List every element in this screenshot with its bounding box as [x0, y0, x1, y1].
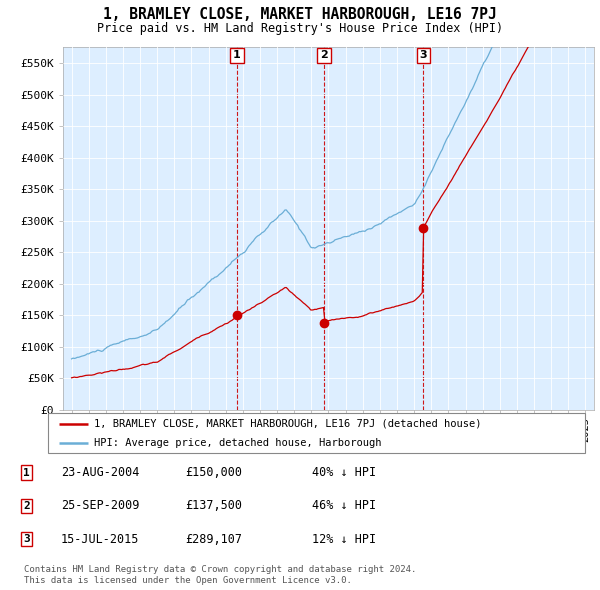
Text: Contains HM Land Registry data © Crown copyright and database right 2024.
This d: Contains HM Land Registry data © Crown c… — [24, 565, 416, 585]
Text: 1, BRAMLEY CLOSE, MARKET HARBOROUGH, LE16 7PJ: 1, BRAMLEY CLOSE, MARKET HARBOROUGH, LE1… — [103, 7, 497, 22]
Text: 12% ↓ HPI: 12% ↓ HPI — [311, 533, 376, 546]
Text: 1: 1 — [233, 50, 241, 60]
Text: 40% ↓ HPI: 40% ↓ HPI — [311, 466, 376, 479]
Text: 46% ↓ HPI: 46% ↓ HPI — [311, 499, 376, 513]
Text: 2: 2 — [320, 50, 328, 60]
Text: HPI: Average price, detached house, Harborough: HPI: Average price, detached house, Harb… — [94, 438, 381, 448]
Text: 23-AUG-2004: 23-AUG-2004 — [61, 466, 139, 479]
Text: £150,000: £150,000 — [185, 466, 242, 479]
Text: 2: 2 — [23, 501, 30, 511]
Text: 15-JUL-2015: 15-JUL-2015 — [61, 533, 139, 546]
Text: £289,107: £289,107 — [185, 533, 242, 546]
Text: 3: 3 — [23, 534, 30, 544]
Text: 3: 3 — [419, 50, 427, 60]
Text: 25-SEP-2009: 25-SEP-2009 — [61, 499, 139, 513]
Text: 1: 1 — [23, 468, 30, 478]
Text: £137,500: £137,500 — [185, 499, 242, 513]
FancyBboxPatch shape — [48, 413, 585, 453]
Text: Price paid vs. HM Land Registry's House Price Index (HPI): Price paid vs. HM Land Registry's House … — [97, 22, 503, 35]
Text: 1, BRAMLEY CLOSE, MARKET HARBOROUGH, LE16 7PJ (detached house): 1, BRAMLEY CLOSE, MARKET HARBOROUGH, LE1… — [94, 419, 481, 429]
